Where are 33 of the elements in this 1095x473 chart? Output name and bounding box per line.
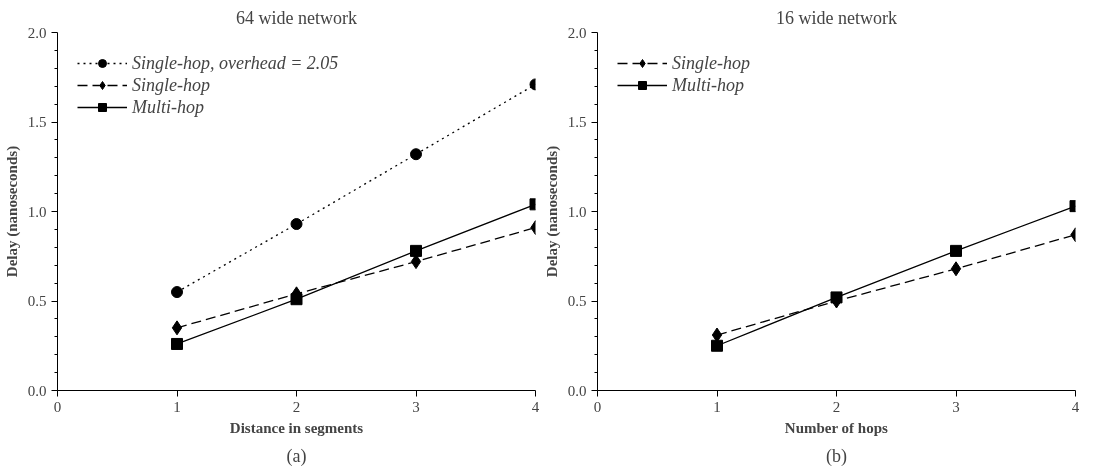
- y-tick-label: 0.5: [27, 293, 47, 309]
- legend-label: Multi-hop: [672, 74, 744, 96]
- y-tick-label: 1.0: [567, 203, 587, 220]
- chart-title: 64 wide network: [236, 7, 357, 28]
- text: (a): [286, 445, 307, 467]
- x-axis-title: Number of hops: [784, 419, 889, 436]
- x-tick-label: 1: [713, 398, 721, 415]
- y-tick-label: 0.0: [27, 382, 47, 399]
- x-tick-label: 0: [593, 398, 602, 415]
- legend-label: Single-hop: [672, 52, 750, 74]
- y-tick-label: 1.5: [567, 114, 587, 130]
- x-tick-label: 2: [832, 398, 841, 415]
- y-axis-title: Delay (nanoseconds): [3, 145, 21, 278]
- y-tick-label: 0.5: [567, 293, 587, 309]
- y-axis-title: Delay (nanoseconds): [543, 145, 561, 278]
- y-tick-label: 0.0: [567, 382, 587, 399]
- legend-label: Single-hop, overhead = 2.05: [132, 52, 339, 74]
- y-tick-label: 2.0: [567, 24, 587, 41]
- x-tick-label: 2: [292, 398, 301, 415]
- x-tick-label: 3: [412, 398, 420, 415]
- legend-label: Single-hop: [132, 74, 210, 96]
- text: (b): [826, 445, 848, 467]
- x-tick-label: 1: [173, 398, 181, 415]
- x-axis-title: Distance in segments: [229, 419, 364, 436]
- y-tick-label: 1.0: [27, 203, 47, 220]
- x-tick-label: 0: [53, 398, 62, 415]
- y-tick-label: 1.5: [27, 114, 47, 130]
- x-tick-label: 4: [531, 398, 540, 415]
- y-tick-label: 2.0: [27, 24, 47, 41]
- x-tick-label: 3: [952, 398, 960, 415]
- legend-label: Multi-hop: [132, 96, 204, 118]
- chart-title: 16 wide network: [776, 7, 897, 28]
- x-tick-label: 4: [1071, 398, 1080, 415]
